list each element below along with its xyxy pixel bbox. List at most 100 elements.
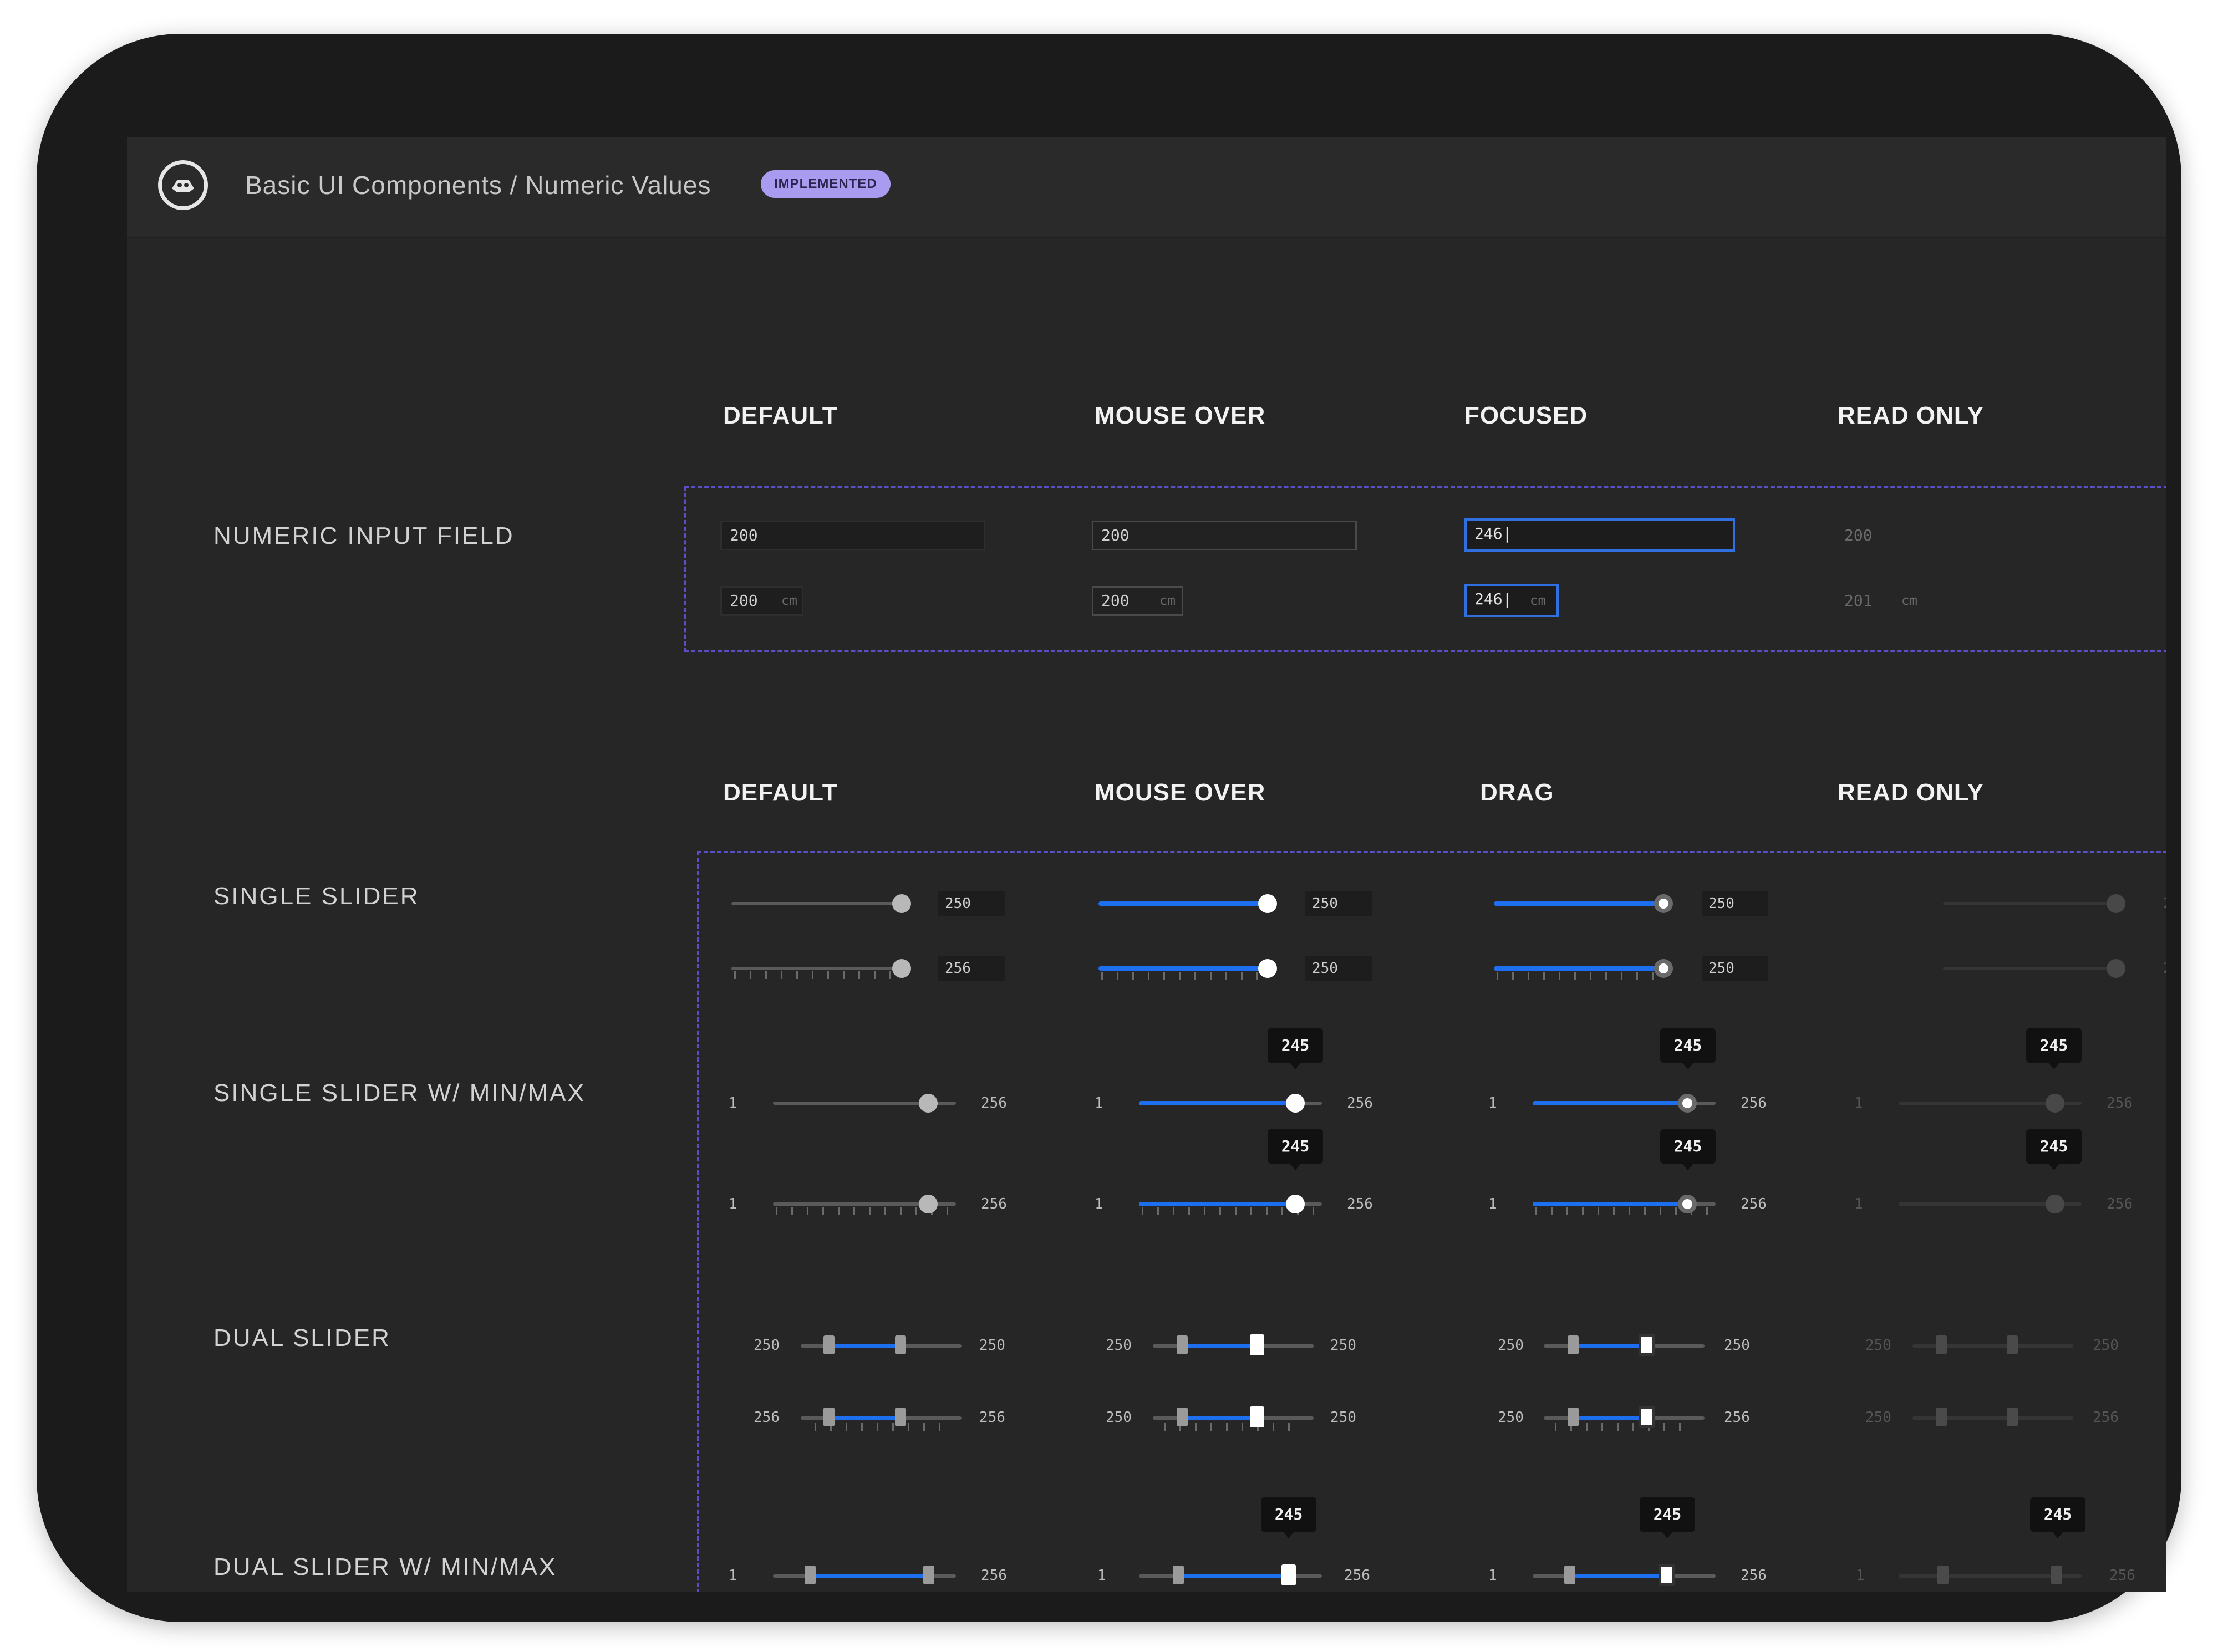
slider-track: [1899, 1202, 2082, 1206]
slider-value[interactable]: 250: [1702, 956, 1768, 981]
slider-track[interactable]: [731, 902, 903, 905]
slider-fill: [1139, 1101, 1297, 1105]
col-read-only: READ ONLY: [1838, 779, 1985, 806]
slider-track[interactable]: [773, 1202, 956, 1206]
dual-high: 250: [1724, 1337, 1750, 1354]
controller-logo-icon[interactable]: [158, 160, 208, 210]
dual-handle-high[interactable]: [1281, 1564, 1296, 1585]
dual-handle-low[interactable]: [1177, 1335, 1188, 1354]
slider-knob[interactable]: [919, 1195, 938, 1213]
slider-tooltip: 245: [1268, 1028, 1323, 1069]
numeric-unit-focused[interactable]: 246|: [1464, 584, 1559, 617]
dual-handle-high[interactable]: [1659, 1564, 1675, 1586]
slider-track: [1943, 967, 2115, 970]
slider-value[interactable]: 250: [1305, 956, 1372, 981]
dual-handle-high[interactable]: [1639, 1334, 1655, 1356]
dual-fill: [1181, 1416, 1255, 1420]
dual-handle-high[interactable]: [1639, 1406, 1655, 1428]
dual-high: 256: [979, 1409, 1005, 1426]
numeric-input-focused[interactable]: 246|: [1464, 518, 1735, 552]
dual-handle-low[interactable]: [1173, 1566, 1184, 1584]
row-dual-slider-minmax: DUAL SLIDER W/ MIN/MAX: [213, 1553, 557, 1580]
dual-handle-low: [1936, 1408, 1947, 1426]
numeric-unit-hover[interactable]: 200: [1092, 586, 1183, 616]
slider-value[interactable]: 250: [1305, 891, 1372, 916]
slider-knob[interactable]: [1258, 894, 1277, 913]
slider-knob[interactable]: [1286, 1094, 1305, 1113]
dual-high: 250: [1330, 1337, 1356, 1354]
dual-handle-high[interactable]: [895, 1335, 906, 1354]
dual-fill: [828, 1416, 901, 1420]
dual-track: [1912, 1416, 2073, 1420]
slider-ticks: [1497, 972, 1663, 980]
row-dual-slider: DUAL SLIDER: [213, 1324, 391, 1352]
slider-tooltip: 245: [2026, 1129, 2082, 1170]
slider-max: 256: [2107, 1095, 2133, 1111]
slider-tooltip: 245: [1660, 1028, 1716, 1069]
slider-knob: [2046, 1094, 2064, 1113]
dual-tooltip: 245: [1640, 1497, 1695, 1538]
breadcrumb[interactable]: Basic UI Components / Numeric Values: [245, 171, 711, 200]
slider-min: 1: [1854, 1196, 1863, 1212]
slider-fill: [1098, 966, 1270, 971]
slider-knob[interactable]: [1678, 1195, 1697, 1213]
dual-high: 250: [979, 1337, 1005, 1354]
dual-handle-low[interactable]: [1564, 1566, 1575, 1584]
dual-low: 250: [1498, 1409, 1524, 1426]
dual-handle-high[interactable]: [923, 1566, 934, 1584]
slider-track: [1943, 902, 2115, 905]
slider-knob[interactable]: [1286, 1195, 1305, 1213]
slider-knob[interactable]: [919, 1094, 938, 1113]
slider-fill: [1139, 1202, 1297, 1206]
numeric-unit-default[interactable]: 200: [720, 586, 803, 616]
dual-max: 256: [1344, 1567, 1370, 1584]
unit-label: cm: [1901, 593, 1917, 608]
dual-handle-low[interactable]: [1568, 1408, 1579, 1426]
slider-knob: [2107, 894, 2125, 913]
slider-knob[interactable]: [892, 959, 911, 978]
numeric-unit-readonly: 201: [1844, 592, 1873, 610]
slider-knob[interactable]: [892, 894, 911, 913]
dual-high: 256: [2093, 1409, 2119, 1426]
slider-knob[interactable]: [1678, 1094, 1697, 1113]
dual-handle-low[interactable]: [823, 1408, 835, 1426]
slider-fill: [1494, 901, 1666, 906]
col-focused: FOCUSED: [1464, 402, 1588, 429]
dual-handle-high: [2051, 1566, 2062, 1584]
dual-handle-high: [2007, 1408, 2018, 1426]
unit-label: cm: [781, 593, 797, 608]
slider-value: 250: [2156, 891, 2166, 916]
slider-track[interactable]: [773, 1102, 956, 1105]
dual-handle-high[interactable]: [1250, 1334, 1264, 1355]
slider-value[interactable]: 250: [938, 891, 1005, 916]
slider-min: 1: [1488, 1095, 1497, 1111]
dual-min: 1: [1488, 1567, 1497, 1584]
slider-knob[interactable]: [1654, 959, 1673, 978]
dual-handle-low[interactable]: [823, 1335, 835, 1354]
dual-handle-low[interactable]: [1177, 1408, 1188, 1426]
dual-low: 250: [1865, 1337, 1891, 1354]
unit-label: cm: [1159, 593, 1176, 608]
slider-max: 256: [1347, 1095, 1373, 1111]
slider-knob[interactable]: [1258, 959, 1277, 978]
slider-max: 256: [2107, 1196, 2133, 1212]
col-drag: DRAG: [1480, 779, 1554, 806]
dual-handle-high[interactable]: [895, 1408, 906, 1426]
dual-tooltip: 245: [1261, 1497, 1316, 1538]
slider-knob[interactable]: [1654, 894, 1673, 913]
slider-max: 256: [1741, 1095, 1767, 1111]
dual-track: [1912, 1344, 2073, 1348]
dual-handle-low[interactable]: [1568, 1335, 1579, 1354]
dual-ticks: [1555, 1423, 1693, 1431]
numeric-input-hover[interactable]: 200: [1092, 521, 1357, 550]
numeric-input-default[interactable]: 200: [720, 521, 985, 550]
dual-handle-high[interactable]: [1250, 1406, 1264, 1427]
slider-max: 256: [1347, 1196, 1373, 1212]
slider-fill: [1098, 901, 1270, 906]
slider-value[interactable]: 256: [938, 956, 1005, 981]
slider-track[interactable]: [731, 967, 903, 970]
dual-handle-low[interactable]: [805, 1566, 816, 1584]
slider-min: 1: [1854, 1095, 1863, 1111]
slider-value[interactable]: 250: [1702, 891, 1768, 916]
slider-tooltip: 245: [2026, 1028, 2082, 1069]
